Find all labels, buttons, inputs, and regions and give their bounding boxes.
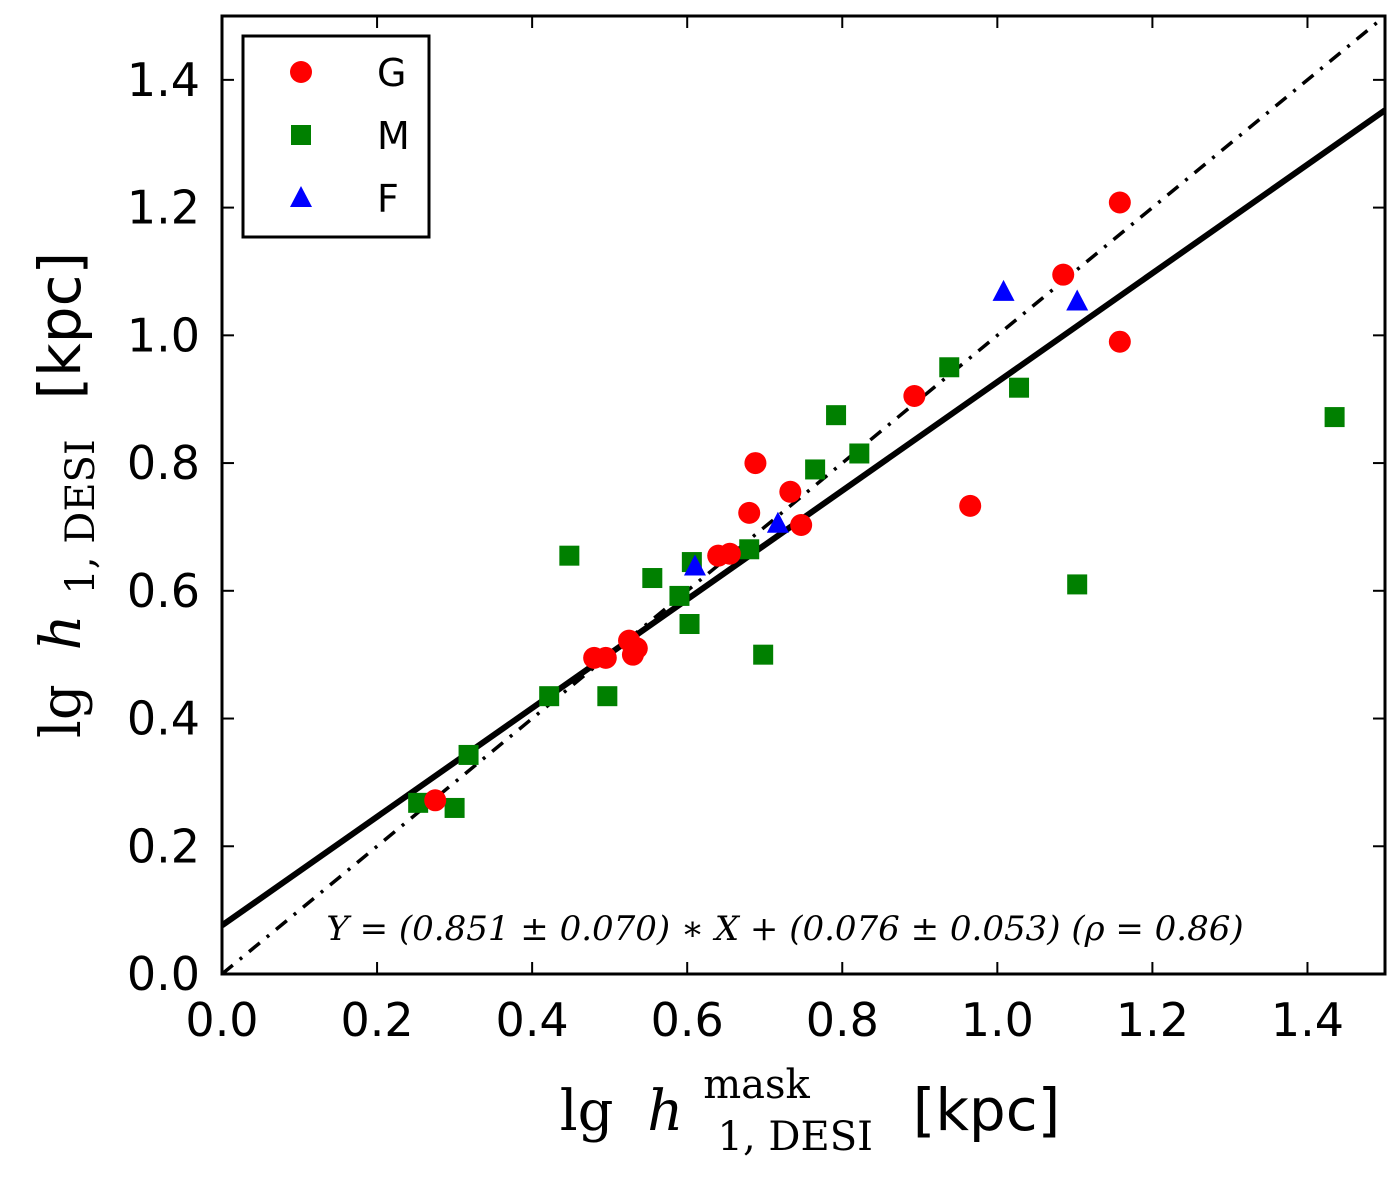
y-axis-label: lg h 1, DESI [kpc] — [26, 252, 108, 738]
fit-equation-annotation: Y = (0.851 ± 0.070) ∗ X + (0.076 ± 0.053… — [326, 909, 1243, 949]
x-tick-label: 0.0 — [185, 993, 258, 1047]
data-point-m — [642, 568, 663, 589]
legend-frame — [241, 34, 431, 239]
y-tick-label: 0.4 — [127, 692, 200, 746]
x-axis-label-base: lg — [560, 1079, 614, 1144]
data-point-m — [1009, 377, 1030, 398]
data-point-m — [458, 744, 479, 765]
x-axis-label-subscript: 1, DESI — [718, 1114, 873, 1160]
x-axis-label-unit: [kpc] — [913, 1076, 1061, 1144]
data-point-f — [1066, 289, 1089, 311]
x-tick-label: 1.0 — [961, 993, 1034, 1047]
data-point-g — [1052, 263, 1075, 286]
x-tick-label: 1.4 — [1271, 993, 1344, 1047]
y-tick-label: 1.2 — [127, 181, 200, 235]
data-point-m — [597, 686, 618, 707]
x-tick-label: 0.8 — [806, 993, 879, 1047]
legend-marker-g — [290, 61, 312, 83]
legend: GMF — [241, 34, 431, 239]
data-point-m — [849, 443, 870, 464]
data-point-m — [559, 545, 580, 566]
y-tick-label: 1.0 — [127, 308, 200, 362]
data-point-f — [992, 279, 1015, 301]
data-point-m — [669, 585, 690, 606]
legend-label-g: G — [377, 51, 406, 95]
data-point-m — [1067, 574, 1088, 595]
data-point-g — [790, 514, 813, 537]
data-point-m — [444, 797, 465, 818]
y-tick-label: 0.0 — [127, 947, 200, 1001]
legend-marker-m — [291, 125, 311, 145]
y-axis-label-symbol: h — [29, 614, 94, 650]
data-point-g — [779, 480, 802, 503]
data-point-g — [738, 501, 761, 524]
x-tick-label: 0.2 — [340, 993, 413, 1047]
data-point-g — [625, 637, 648, 660]
legend-label-f: F — [377, 177, 399, 221]
y-tick-label: 1.4 — [127, 53, 200, 107]
data-point-g — [1108, 330, 1131, 353]
y-axis-label-unit: [kpc] — [26, 252, 94, 400]
one-to-one-line — [222, 16, 1385, 974]
data-point-m — [408, 792, 429, 813]
x-tick-label: 0.4 — [496, 993, 569, 1047]
data-point-m — [739, 539, 760, 560]
data-point-g — [903, 385, 926, 408]
data-point-g — [959, 494, 982, 517]
data-point-g — [718, 542, 741, 565]
data-point-g — [1108, 191, 1131, 214]
x-axis-label-superscript: mask — [703, 1062, 810, 1108]
data-point-m — [539, 686, 560, 707]
data-point-m — [939, 357, 960, 378]
data-point-f — [683, 554, 706, 576]
legend-label-m: M — [377, 114, 410, 158]
legend-marker-f — [290, 186, 312, 207]
data-point-m — [826, 405, 847, 426]
plot-frame — [220, 14, 1387, 976]
x-axis-label-symbol: h — [647, 1079, 683, 1144]
data-point-m — [805, 459, 826, 480]
y-tick-label: 0.6 — [127, 564, 200, 618]
y-tick-label: 0.2 — [127, 819, 200, 873]
data-point-m — [1324, 407, 1345, 428]
y-axis-label-base: lg — [29, 684, 94, 738]
data-point-m — [753, 644, 774, 665]
data-point-f — [766, 511, 789, 533]
y-axis-label-subscript: 1, DESI — [58, 439, 104, 594]
data-point-g — [424, 789, 447, 812]
x-tick-label: 0.6 — [651, 993, 724, 1047]
data-point-g — [744, 452, 767, 475]
data-point-m — [679, 614, 700, 635]
y-tick-label: 0.8 — [127, 436, 200, 490]
x-axis-label: lg h mask 1, DESI [kpc] — [560, 1047, 1061, 1164]
data-point-g — [594, 646, 617, 669]
x-tick-label: 1.2 — [1116, 993, 1189, 1047]
